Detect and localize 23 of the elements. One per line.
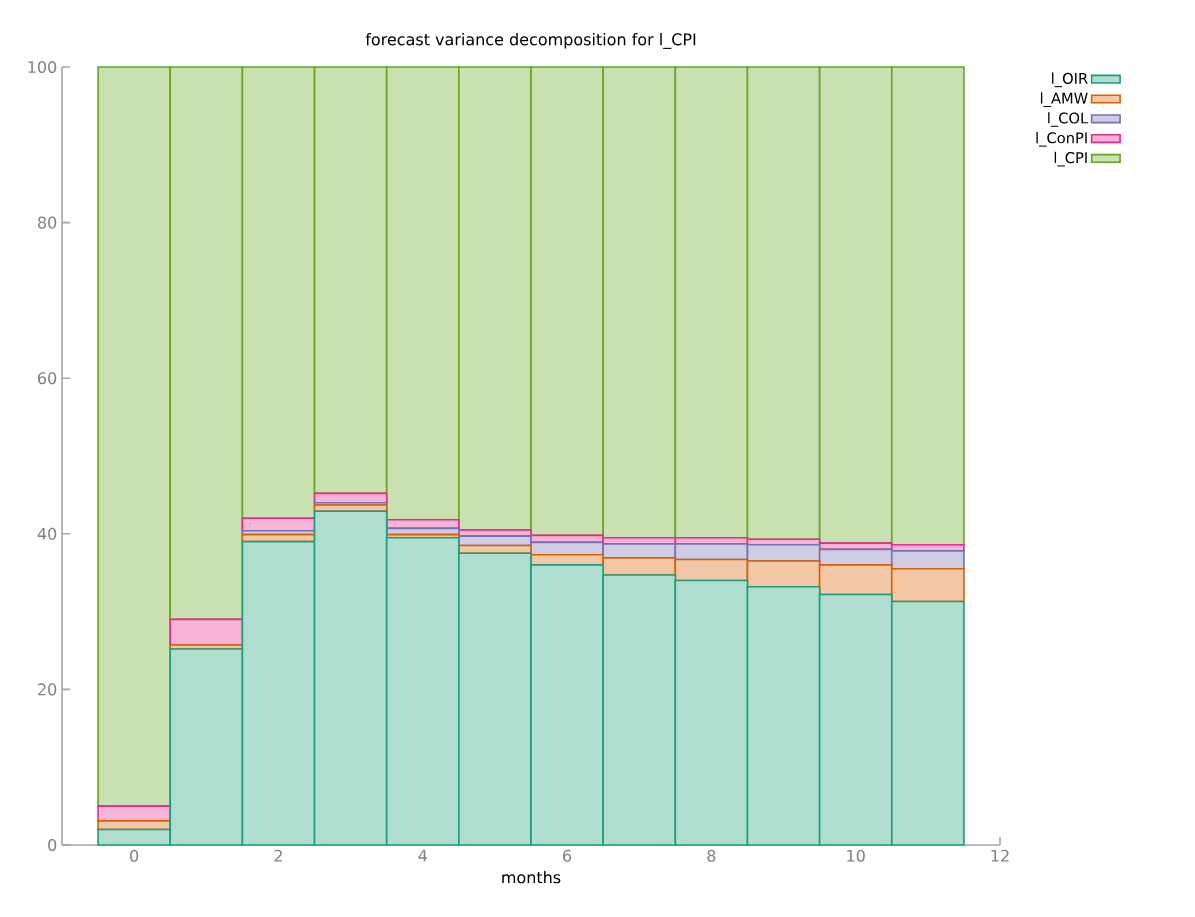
legend-label: l_OIR xyxy=(1052,72,1088,88)
y-tick-label: 80 xyxy=(38,216,57,229)
y-tick-label: 0 xyxy=(48,838,57,852)
x-axis-title: months xyxy=(502,870,561,884)
x-tick-label: 4 xyxy=(418,849,427,862)
x-tick-label: 8 xyxy=(707,849,716,862)
x-tick-label: 2 xyxy=(274,849,282,862)
bar xyxy=(241,517,316,532)
legend-label: l_COL xyxy=(1048,112,1089,127)
y-tick-label: 20 xyxy=(38,683,57,696)
legend-label: l_ConPI xyxy=(1036,132,1087,147)
chart-title: forecast variance decomposition for l_CPI xyxy=(365,33,696,49)
bar xyxy=(97,805,172,822)
x-tick-label: 10 xyxy=(847,849,865,862)
legend-label: l_CPI xyxy=(1054,151,1087,167)
x-tick-label: 12 xyxy=(991,849,1009,862)
legend-label: l_AMW xyxy=(1040,92,1088,107)
bar xyxy=(169,618,244,646)
x-tick-label: 0 xyxy=(130,849,139,862)
y-tick-label: 100 xyxy=(28,60,57,74)
y-tick-label: 40 xyxy=(37,527,57,540)
x-tick-label: 6 xyxy=(563,849,572,862)
y-tick-label: 60 xyxy=(38,372,57,385)
